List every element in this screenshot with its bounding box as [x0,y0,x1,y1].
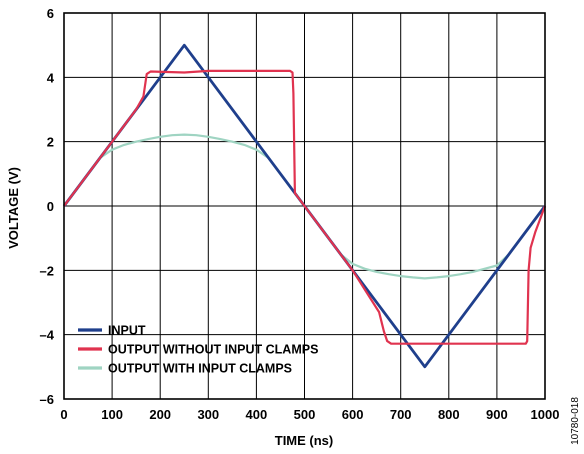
x-tick-label: 200 [149,407,171,422]
y-tick-label: 4 [47,70,55,85]
legend-label: OUTPUT WITHOUT INPUT CLAMPS [108,343,318,357]
plot-frame [63,12,546,400]
y-tick-label: –4 [40,328,55,343]
y-tick-label: –6 [40,392,54,407]
legend-label: OUTPUT WITH INPUT CLAMPS [108,362,292,376]
x-tick-label: 300 [197,407,219,422]
unclamped-output-line [63,69,547,345]
x-tick-labels: 0 100 200 300 400 500 600 700 800 900 1000 [60,407,559,422]
x-axis-label: TIME (ns) [275,433,334,448]
y-tick-labels: –6 –4 –2 0 2 4 6 [40,6,55,407]
series-lines [62,43,547,369]
x-tick-label: 0 [60,407,67,422]
figure-id: 10780-018 [570,397,581,445]
x-tick-label: 100 [101,407,123,422]
y-axis-label: VOLTAGE (V) [6,167,21,249]
x-tick-label: 600 [342,407,364,422]
x-tick-label: 900 [486,407,508,422]
y-tick-label: –2 [40,263,54,278]
x-tick-label: 700 [390,407,412,422]
legend: INPUT OUTPUT WITHOUT INPUT CLAMPS OUTPUT W… [78,324,318,376]
x-tick-label: 500 [294,407,316,422]
legend-label: INPUT [108,324,146,338]
y-tick-label: 6 [47,6,54,21]
x-tick-label: 1000 [531,407,560,422]
y-tick-label: 0 [47,199,54,214]
y-tick-label: 2 [47,135,54,150]
x-tick-label: 800 [438,407,460,422]
x-tick-label: 400 [246,407,268,422]
